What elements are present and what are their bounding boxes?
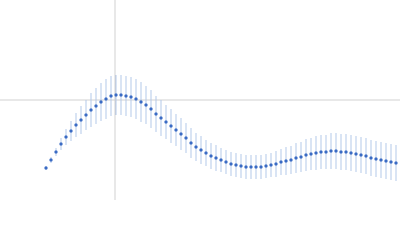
data-point (144, 103, 148, 107)
data-point (324, 150, 328, 154)
data-point (104, 97, 108, 101)
data-point (54, 150, 58, 154)
data-point (154, 112, 158, 116)
data-point (139, 100, 143, 104)
data-point (274, 162, 278, 166)
data-point (224, 160, 228, 164)
data-point (294, 156, 298, 160)
data-point (349, 151, 353, 155)
data-point (99, 100, 103, 104)
data-point (89, 108, 93, 112)
data-point (309, 152, 313, 156)
data-point (374, 157, 378, 161)
data-point (289, 158, 293, 162)
data-point (174, 128, 178, 132)
data-point (194, 145, 198, 149)
data-point (124, 94, 128, 98)
data-point (109, 94, 113, 98)
data-point (304, 153, 308, 157)
data-point (359, 153, 363, 157)
data-point (284, 159, 288, 163)
data-point (129, 95, 133, 99)
data-point (344, 150, 348, 154)
data-point (114, 93, 118, 97)
data-point (184, 136, 188, 140)
data-point (394, 161, 398, 165)
data-point (334, 149, 338, 153)
data-point (314, 151, 318, 155)
data-point (279, 160, 283, 164)
data-point (204, 151, 208, 155)
data-point (239, 164, 243, 168)
data-point (254, 165, 258, 169)
data-point (269, 163, 273, 167)
data-point (79, 118, 83, 122)
data-point (249, 165, 253, 169)
data-point (74, 123, 78, 127)
data-point (214, 156, 218, 160)
data-point (179, 132, 183, 136)
data-point (354, 152, 358, 156)
data-point (319, 150, 323, 154)
data-point (149, 107, 153, 111)
data-point (299, 155, 303, 159)
data-point (364, 154, 368, 158)
data-point (234, 163, 238, 167)
data-point (229, 162, 233, 166)
data-point (44, 166, 48, 170)
data-point (69, 129, 73, 133)
data-point (134, 97, 138, 101)
data-point (244, 165, 248, 169)
data-point (119, 93, 123, 97)
data-point (189, 141, 193, 145)
data-point (329, 149, 333, 153)
data-point (59, 142, 63, 146)
data-point (169, 124, 173, 128)
data-point (389, 160, 393, 164)
data-point (259, 165, 263, 169)
chart (0, 0, 400, 200)
data-point (379, 158, 383, 162)
data-point (384, 159, 388, 163)
data-point (199, 148, 203, 152)
data-point (49, 158, 53, 162)
data-point (64, 135, 68, 139)
data-point (159, 116, 163, 120)
data-point (84, 113, 88, 117)
data-point (369, 156, 373, 160)
data-point (264, 164, 268, 168)
data-point (164, 120, 168, 124)
page: {"chart_data": {"type": "scatter", "x": … (0, 0, 400, 200)
data-point (94, 104, 98, 108)
data-point (339, 150, 343, 154)
data-point (209, 154, 213, 158)
data-point (219, 158, 223, 162)
